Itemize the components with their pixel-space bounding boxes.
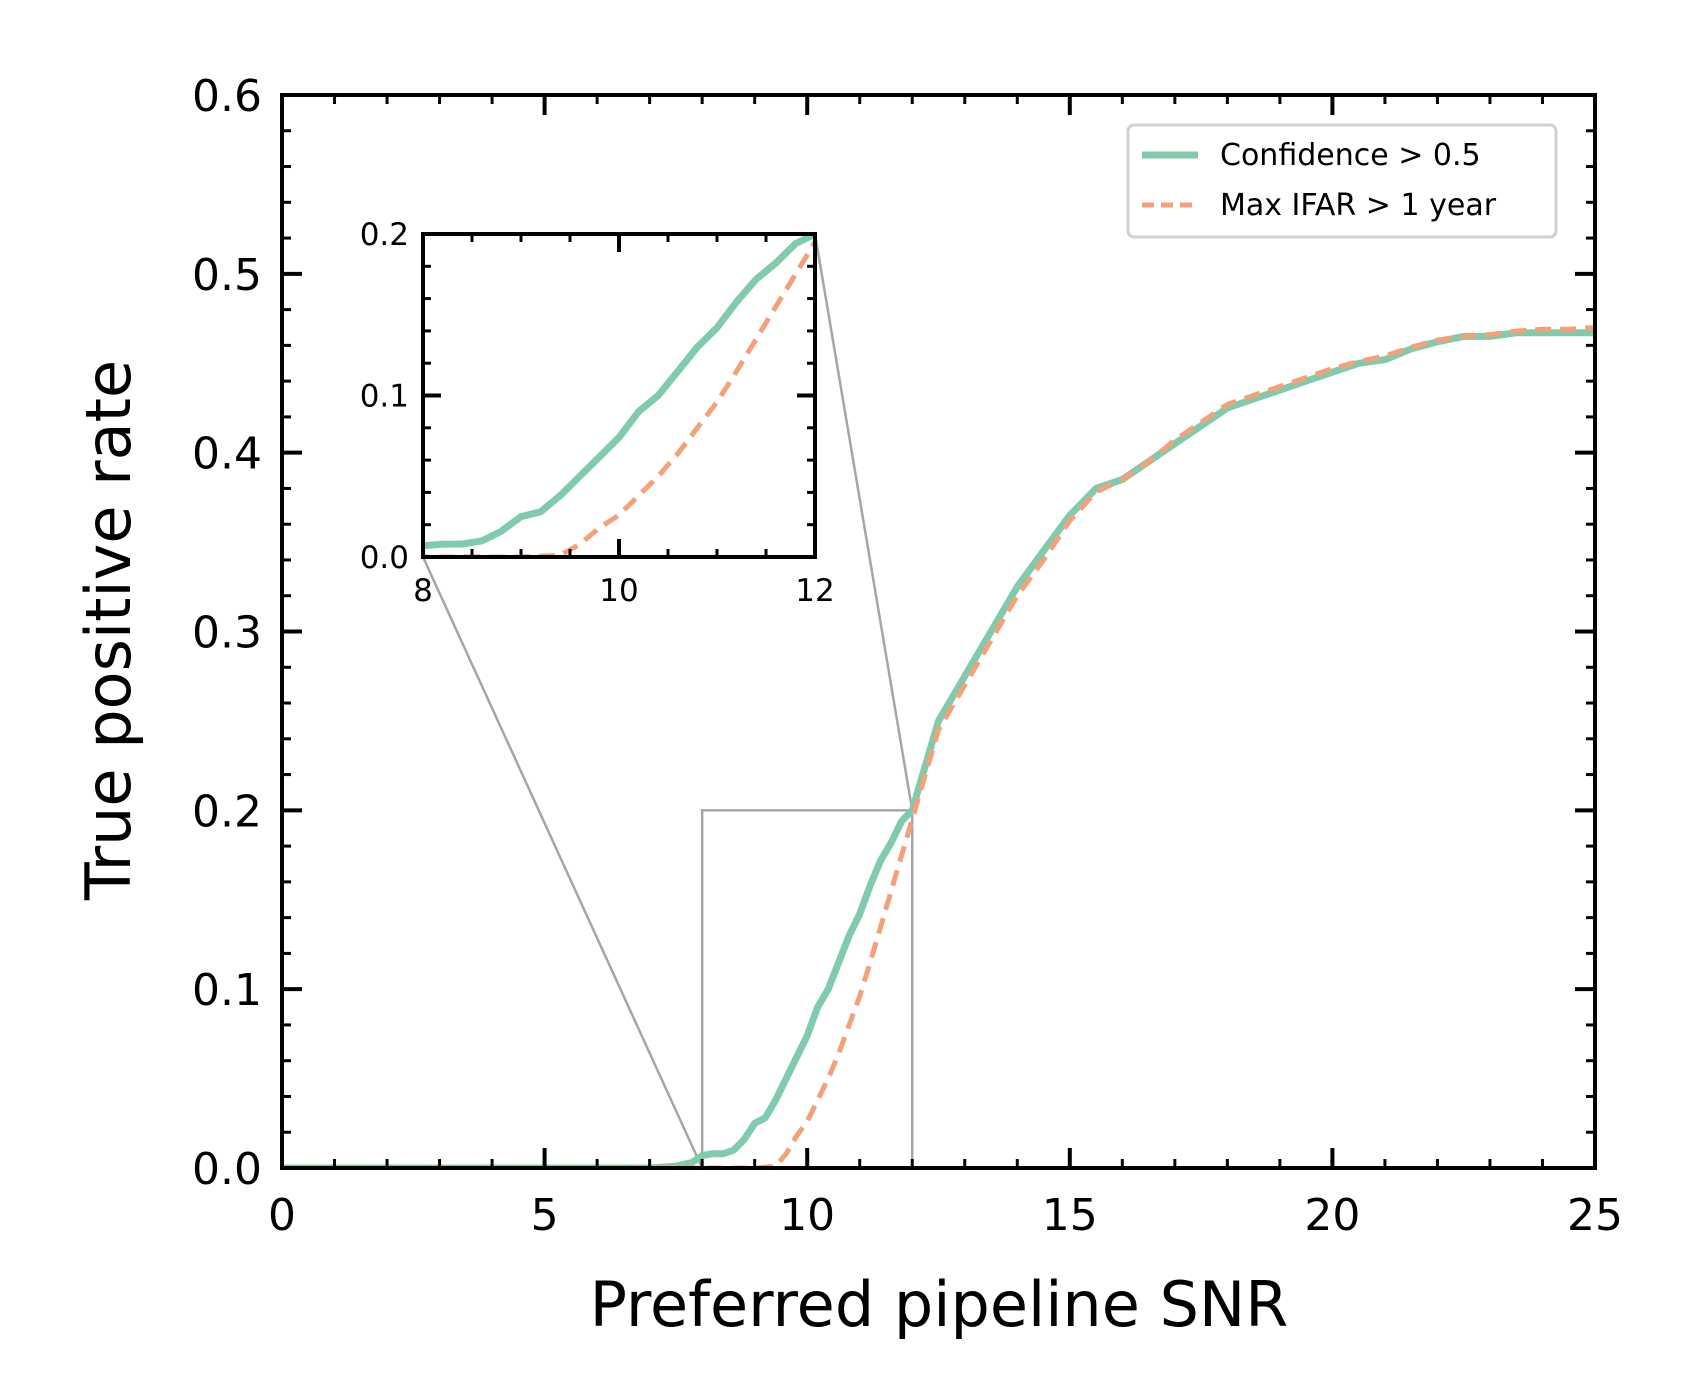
- y-tick-label: 0.4: [192, 429, 262, 480]
- series-line-max-ifar: [282, 325, 1595, 1168]
- inset-plot: 8 10 12 0.0 0.1 0.2: [360, 217, 835, 609]
- x-tick-label: 10: [779, 1190, 835, 1241]
- inset-series-line-confidence: [423, 234, 815, 550]
- x-tick-label: 15: [1042, 1190, 1098, 1241]
- inset-x-tick-label: 10: [599, 573, 638, 609]
- inset-x-tick-label: 12: [795, 573, 834, 609]
- legend-box: [1126, 123, 1558, 239]
- inset-x-tick-label: 8: [413, 573, 433, 609]
- y-tick-label: 0.3: [192, 608, 262, 659]
- y-tick-label: 0.5: [192, 250, 262, 301]
- inset-y-tick-label: 0.0: [360, 540, 409, 576]
- legend: Confidence > 0.5 Max IFAR > 1 year: [1126, 123, 1558, 239]
- y-tick-label: 0.6: [192, 71, 262, 122]
- y-tick-label: 0.0: [192, 1144, 262, 1195]
- plot-frame: [280, 93, 1597, 1170]
- series-line-confidence: [282, 329, 1595, 1168]
- x-axis-label: Preferred pipeline SNR: [590, 1268, 1289, 1341]
- zoom-connector-right: [813, 233, 914, 811]
- x-tick-label: 0: [268, 1190, 296, 1241]
- inset-frame: [421, 232, 817, 559]
- x-tick-label: 20: [1304, 1190, 1360, 1241]
- y-tick-label: 0.1: [192, 965, 262, 1016]
- x-tick-label: 5: [531, 1190, 559, 1241]
- x-tick-label: 25: [1567, 1190, 1623, 1241]
- y-tick-label: 0.2: [192, 786, 262, 837]
- inset-y-tick-label: 0.2: [360, 217, 409, 253]
- inset-y-tick-label: 0.1: [360, 379, 409, 415]
- legend-label-max-ifar: Max IFAR > 1 year: [1220, 188, 1497, 223]
- legend-label-confidence: Confidence > 0.5: [1220, 138, 1481, 173]
- y-axis-label: True positive rate: [72, 360, 145, 901]
- zoom-connector-left: [421, 556, 704, 1169]
- main-plot: 0 5 10 15 20 25 0.0 0.1 0.2 0.3 0.4 0.5 0.6: [192, 71, 1623, 1241]
